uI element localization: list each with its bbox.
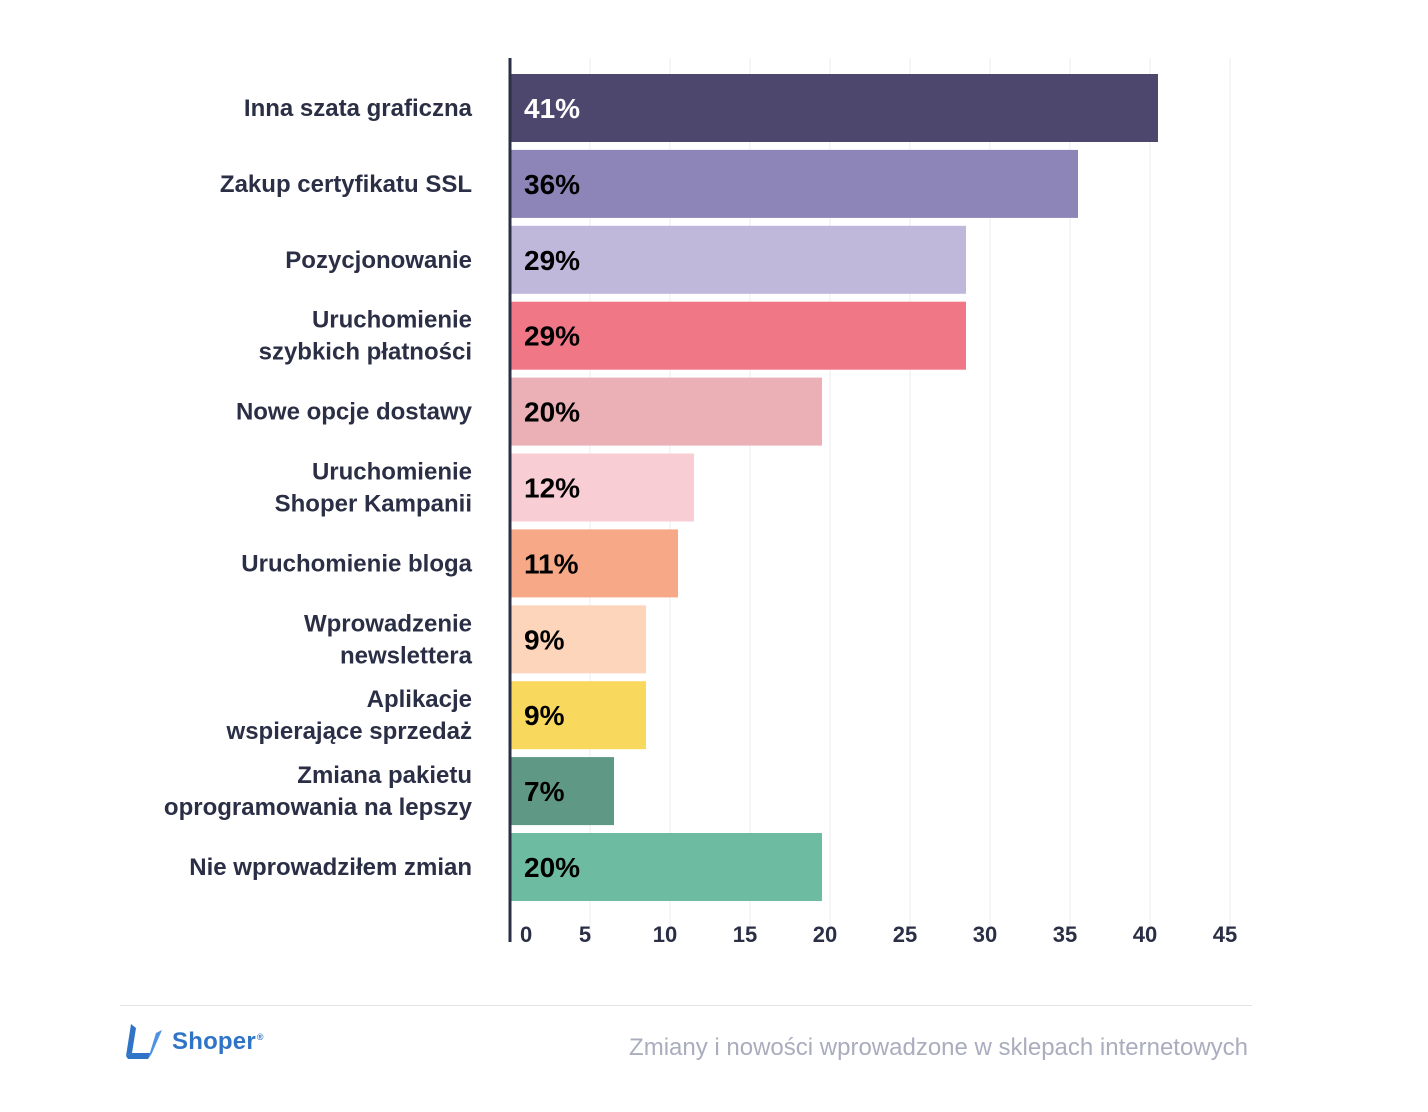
x-tick-label: 5	[579, 922, 591, 947]
category-label: Pozycjonowanie	[285, 247, 472, 274]
bar	[510, 833, 822, 901]
category-label: Uruchomienie szybkich płatności	[259, 307, 472, 366]
x-tick-label: 25	[893, 922, 917, 947]
bar	[510, 757, 614, 826]
bar-data-label: 29%	[524, 245, 580, 276]
bar-data-label: 41%	[524, 93, 580, 124]
category-label: Uruchomienie bloga	[241, 550, 472, 577]
bar	[510, 605, 646, 674]
x-axis-ticks: 0 5 10 15 20 25 30 35 40 45	[520, 922, 1237, 947]
category-label: Zakup certyfikatu SSL	[220, 171, 472, 198]
category-label: Wprowadzenie newslettera	[304, 610, 473, 669]
x-tick-label: 20	[813, 922, 837, 947]
bars: 41% 36% 29% 29% 20% 12% 11% 9% 9% 7% 20%	[510, 74, 1158, 901]
category-label: Aplikacje wspierające sprzedaż	[226, 686, 472, 745]
x-tick-label: 15	[733, 922, 757, 947]
bar	[510, 149, 1078, 218]
bar-data-label: 29%	[524, 321, 580, 352]
bar-data-label: 11%	[524, 548, 579, 579]
x-tick-label: 45	[1213, 922, 1237, 947]
bar	[510, 225, 966, 294]
bar-data-label: 20%	[524, 852, 580, 883]
x-tick-label: 35	[1053, 922, 1077, 947]
bar-chart: 41% 36% 29% 29% 20% 12% 11% 9% 9% 7% 20% Inna szat…	[164, 58, 1237, 947]
x-tick-label: 40	[1133, 922, 1157, 947]
category-label: Inna szata graficzna	[244, 95, 473, 122]
category-labels: Inna szata graficzna Zakup certyfikatu SS…	[164, 95, 473, 881]
x-tick-label: 10	[653, 922, 677, 947]
x-tick-label: 30	[973, 922, 997, 947]
bar-data-label: 7%	[524, 776, 565, 807]
bar-data-label: 9%	[524, 700, 565, 731]
bar-data-label: 36%	[524, 169, 580, 200]
bar	[510, 301, 966, 370]
bar	[510, 74, 1158, 142]
shoper-logo: Shoper®	[122, 1022, 264, 1062]
logo-text: Shoper®	[172, 1028, 264, 1055]
bar-data-label: 20%	[524, 397, 580, 428]
category-label: Zmiana pakietu oprogramowania na lepszy	[164, 762, 473, 821]
x-tick-label: 0	[520, 922, 532, 947]
bar	[510, 529, 678, 598]
footer-divider	[120, 1005, 1252, 1006]
bar-data-label: 12%	[524, 473, 580, 504]
bar-data-label: 9%	[524, 624, 565, 655]
category-label: Nowe opcje dostawy	[236, 399, 473, 426]
category-label: Nie wprowadziłem zmian	[189, 854, 472, 881]
bar	[510, 681, 646, 750]
bar	[510, 377, 822, 446]
shoper-logo-icon	[126, 1024, 162, 1059]
chart-caption: Zmiany i nowości wprowadzone w sklepach …	[629, 1034, 1248, 1061]
category-label: Uruchomienie Shoper Kampanii	[275, 459, 472, 518]
bar	[510, 453, 694, 522]
